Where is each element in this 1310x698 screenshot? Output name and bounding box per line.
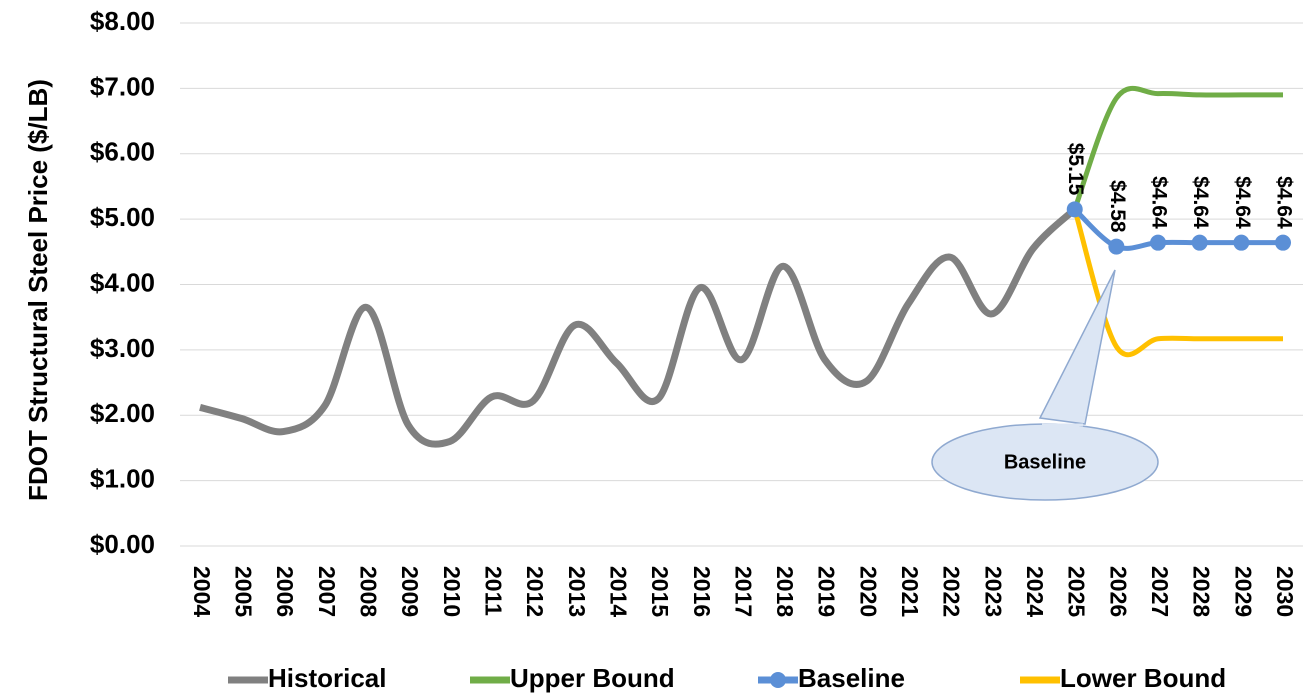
point-marker bbox=[1233, 234, 1250, 251]
data-label: $4.64 bbox=[1147, 176, 1170, 229]
x-tick-label: 2024 bbox=[1022, 566, 1048, 617]
legend-label: Upper Bound bbox=[510, 663, 675, 693]
point-marker bbox=[1150, 234, 1167, 251]
x-tick-label: 2007 bbox=[314, 566, 340, 617]
point-marker bbox=[1066, 201, 1083, 218]
x-tick-label: 2008 bbox=[356, 566, 382, 617]
x-tick-label: 2027 bbox=[1147, 566, 1173, 617]
x-tick-label: 2013 bbox=[564, 566, 590, 617]
data-label: $4.58 bbox=[1106, 180, 1129, 233]
x-tick-label: 2017 bbox=[730, 566, 756, 617]
y-axis-title: FDOT Structural Steel Price ($/LB) bbox=[23, 79, 53, 501]
point-marker bbox=[1275, 234, 1291, 251]
x-tick-label: 2010 bbox=[439, 566, 465, 617]
y-tick-label: $3.00 bbox=[90, 333, 155, 363]
callout: Baseline bbox=[931, 269, 1159, 501]
x-tick-label: 2006 bbox=[272, 566, 298, 617]
legend-item: Upper Bound bbox=[470, 663, 675, 693]
x-tick-label: 2025 bbox=[1064, 566, 1090, 617]
data-label: $4.64 bbox=[1272, 176, 1295, 229]
legend-label: Baseline bbox=[798, 663, 905, 693]
data-label: $4.64 bbox=[1231, 176, 1254, 229]
y-tick-label: $7.00 bbox=[90, 71, 155, 101]
x-tick-label: 2021 bbox=[897, 566, 923, 617]
x-tick-label: 2015 bbox=[647, 566, 673, 617]
legend-item: Lower Bound bbox=[1020, 663, 1226, 693]
series-line bbox=[1072, 85, 1283, 211]
y-tick-label: $6.00 bbox=[90, 137, 155, 167]
y-tick-label: $8.00 bbox=[90, 6, 155, 36]
x-tick-label: 2030 bbox=[1272, 566, 1298, 617]
legend-label: Historical bbox=[268, 663, 387, 693]
x-tick-label: 2016 bbox=[689, 566, 715, 617]
legend-marker bbox=[770, 672, 786, 688]
point-marker bbox=[1108, 238, 1125, 255]
legend-item: Baseline bbox=[758, 663, 905, 693]
annotation: Baseline bbox=[1004, 451, 1086, 473]
point-marker bbox=[1191, 234, 1208, 251]
data-label: $5.15 bbox=[1064, 143, 1087, 196]
x-tick-label: 2020 bbox=[855, 566, 881, 617]
x-tick-label: 2023 bbox=[980, 566, 1006, 617]
x-tick-label: 2009 bbox=[397, 566, 423, 617]
x-tick-label: 2012 bbox=[522, 566, 548, 617]
data-label: $4.64 bbox=[1189, 176, 1212, 229]
x-tick-label: 2018 bbox=[772, 566, 798, 617]
series-line bbox=[199, 206, 1078, 448]
x-tick-label: 2014 bbox=[605, 566, 631, 617]
y-tick-label: $4.00 bbox=[90, 267, 155, 297]
x-tick-label: 2028 bbox=[1189, 566, 1215, 617]
x-tick-label: 2005 bbox=[231, 566, 257, 617]
y-tick-label: $2.00 bbox=[90, 398, 155, 428]
x-tick-label: 2029 bbox=[1230, 566, 1256, 617]
y-tick-label: $0.00 bbox=[90, 529, 155, 559]
y-tick-label: $1.00 bbox=[90, 464, 155, 494]
x-tick-label: 2026 bbox=[1105, 566, 1131, 617]
x-tick-label: 2004 bbox=[189, 566, 215, 617]
legend-item: Historical bbox=[228, 663, 387, 693]
plot-area: $0.00 $1.00 $2.00 $3.00 $4.00 $5.00 $6.00 $7.00… bbox=[90, 6, 1303, 617]
y-tick-label: $5.00 bbox=[90, 202, 155, 232]
x-tick-label: 2022 bbox=[939, 566, 965, 617]
x-tick-label: 2011 bbox=[480, 566, 506, 616]
legend-label: Lower Bound bbox=[1060, 663, 1226, 693]
callout-pointer bbox=[1038, 269, 1116, 425]
x-tick-label: 2019 bbox=[814, 566, 840, 617]
